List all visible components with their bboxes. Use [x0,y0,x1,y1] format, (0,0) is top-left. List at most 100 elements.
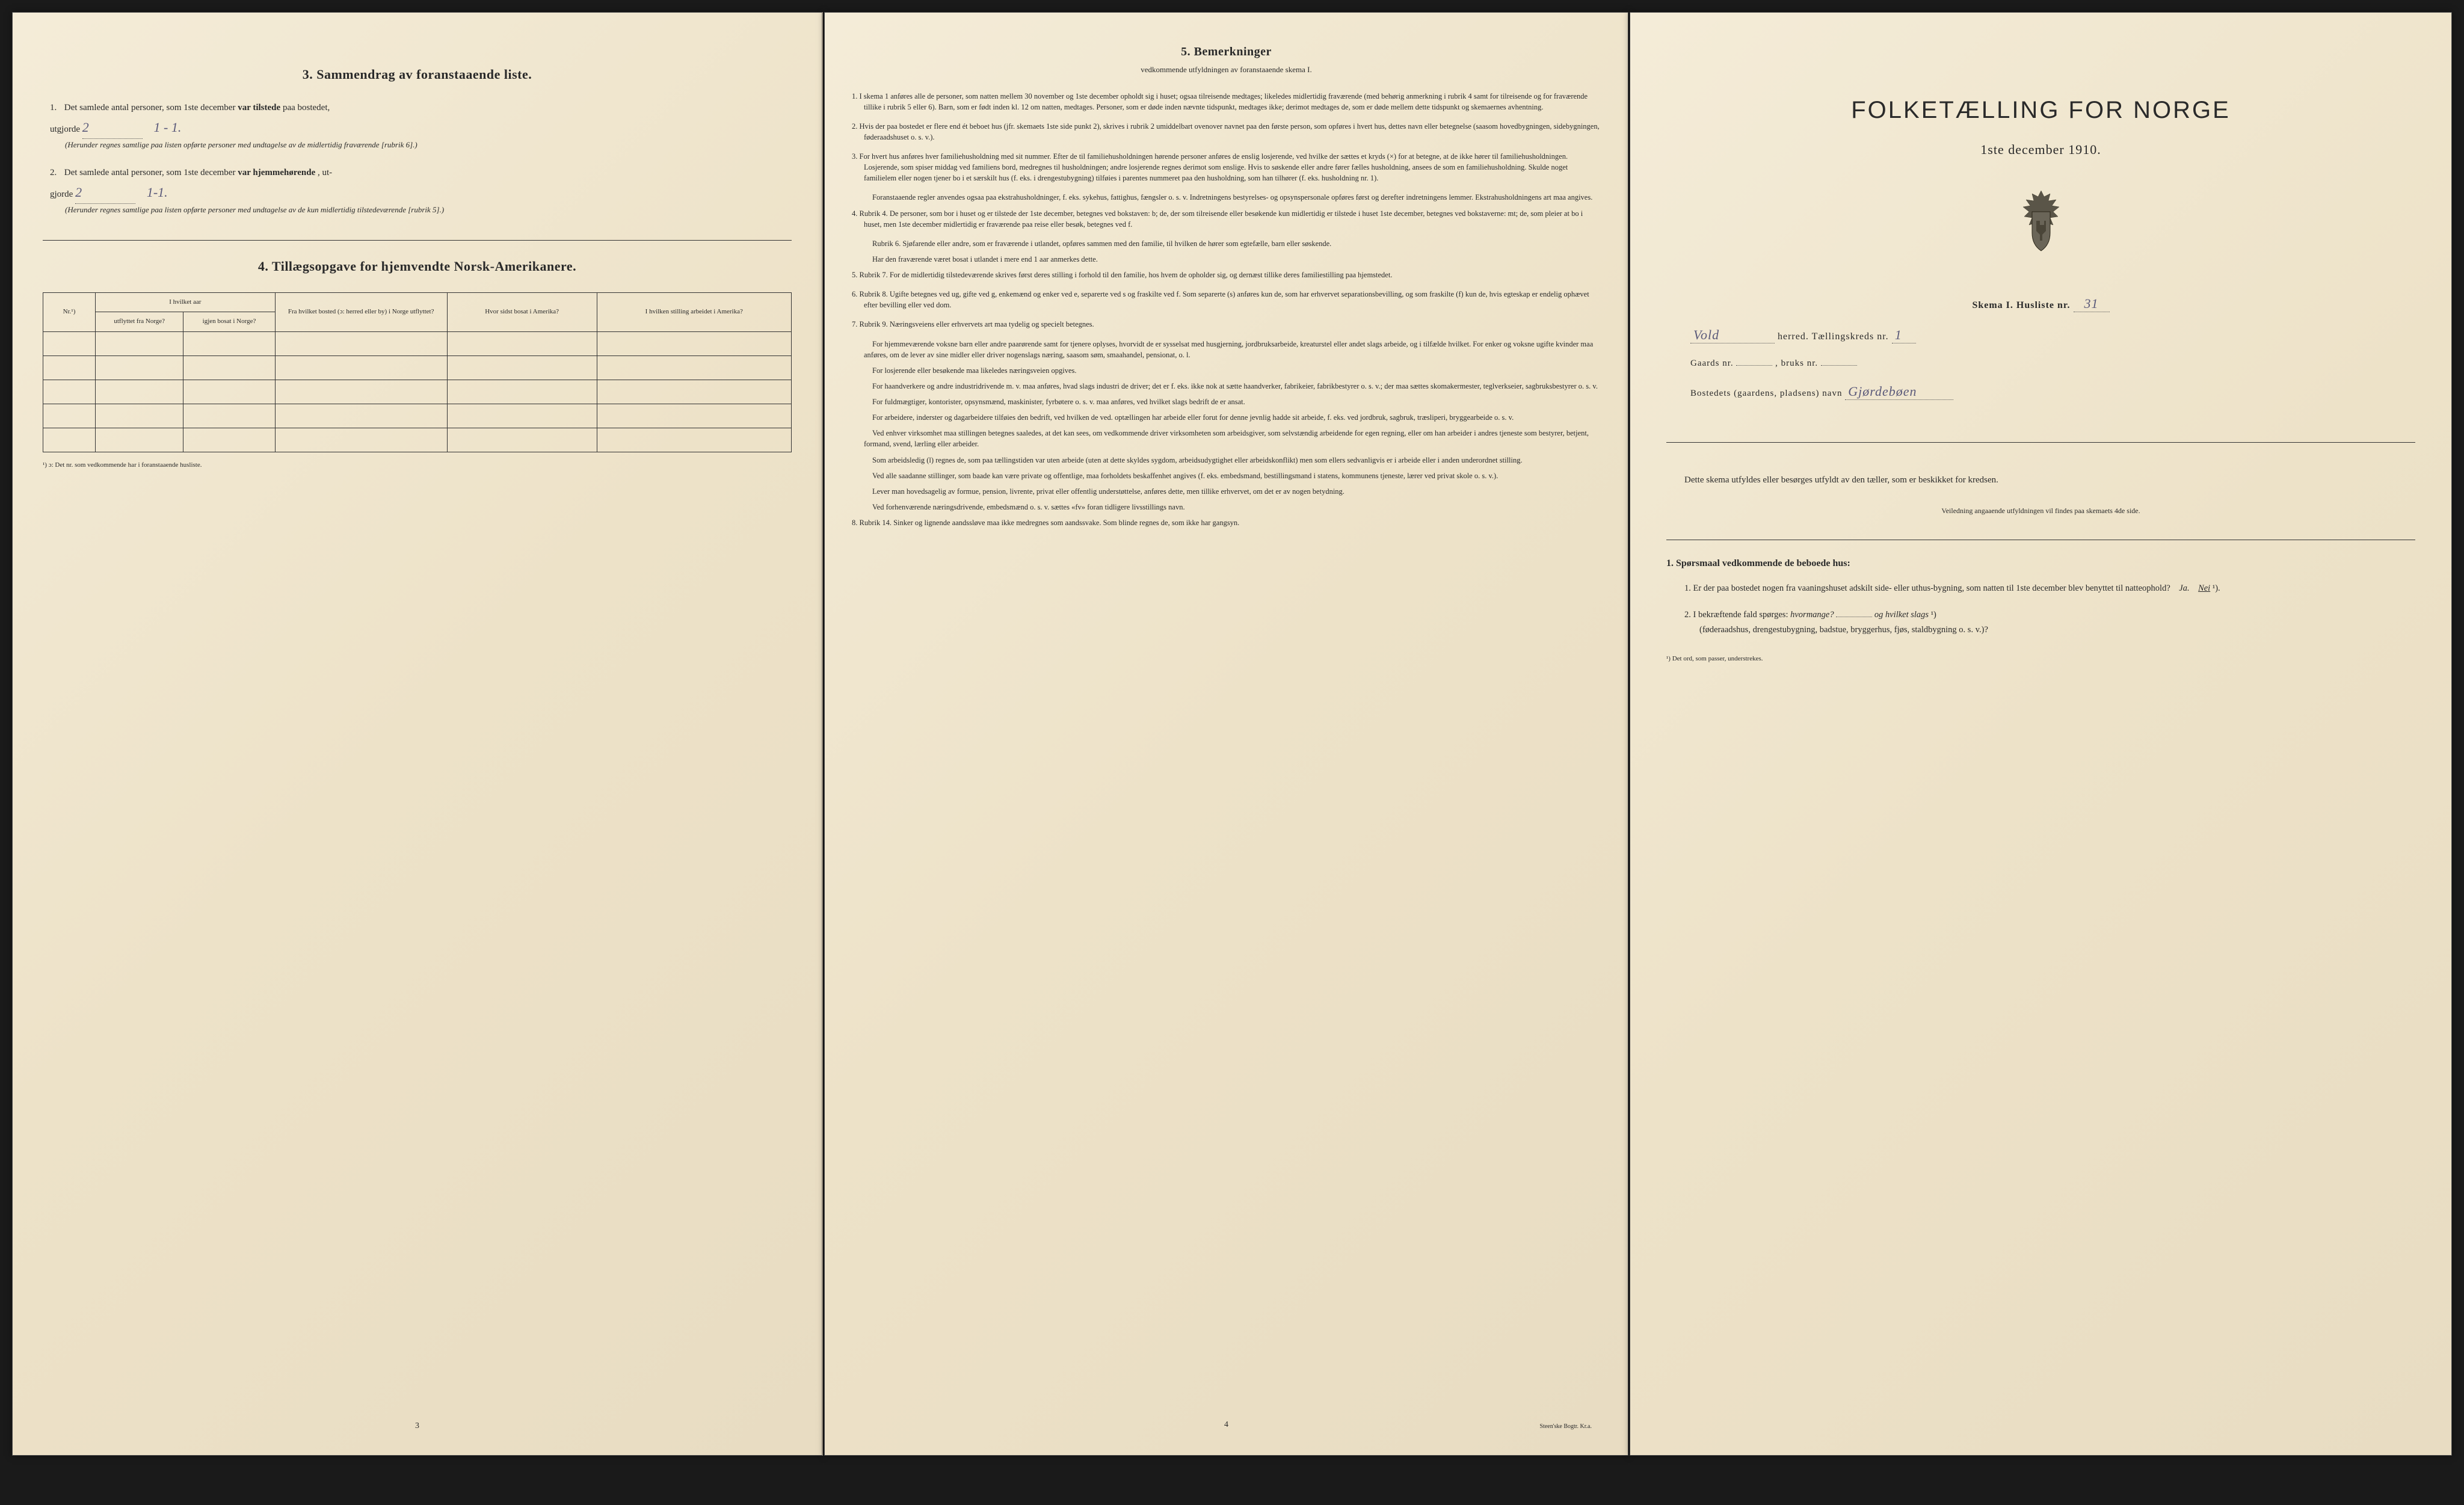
item2-text-a: Det samlede antal personer, som 1ste dec… [64,168,238,177]
q1-text: Er der paa bostedet nogen fra vaaningshu… [1693,583,2170,593]
kreds-value: 1 [1892,327,1916,343]
table-row [43,404,792,428]
table-row [43,428,792,452]
herred-line: Vold herred. Tællingskreds nr. 1 [1690,327,2415,343]
remark-item: Har den fraværende været bosat i utlande… [864,254,1601,265]
q1-ja: Ja. [2179,583,2189,593]
item2-value: 2 [75,181,135,204]
remarks-list: 1. I skema 1 anføres alle de personer, s… [852,91,1601,529]
herred-label: herred. Tællingskreds nr. [1778,331,1889,342]
remark-item: 3. For hvert hus anføres hver familiehus… [852,151,1601,183]
item1-num: 1. [50,100,62,116]
item1-utgjorde: utgjorde [50,125,80,134]
item1-subvalue: 1 - 1. [154,120,182,135]
summary-item-2: 2. Det samlede antal personer, som 1ste … [43,165,792,215]
gaards-value [1736,365,1772,366]
page-title: FOLKETÆLLING FOR NORGE 1ste december 191… [1630,12,2452,1456]
remark-item: For hjemmeværende voksne barn eller andr… [864,339,1601,360]
summary-item-1: 1. Det samlede antal personer, som 1ste … [43,100,792,150]
page-number-4: 4 [1224,1418,1228,1431]
remark-item: Som arbeidsledig (l) regnes de, som paa … [864,455,1601,466]
main-title: FOLKETÆLLING FOR NORGE [1666,97,2415,124]
section-3-title: 3. Sammendrag av foranstaaende liste. [43,67,792,82]
description: Dette skema utfyldes eller besørges utfy… [1666,473,2415,488]
section-5-subtitle: vedkommende utfyldningen av foranstaaend… [852,64,1601,76]
question-1: 1. Er der paa bostedet nogen fra vaaning… [1684,581,2415,596]
remark-item: For losjerende eller besøkende maa likel… [864,365,1601,376]
item2-note: (Herunder regnes samtlige paa listen opf… [65,204,792,216]
question-2: 2. I bekræftende fald spørges: hvormange… [1684,608,2415,637]
skema-value: 31 [2074,296,2110,312]
table-row [43,331,792,355]
skema-line: Skema I. Husliste nr. 31 [1666,296,2415,312]
bosted-label: Bostedets (gaardens, pladsens) navn [1690,389,1842,398]
q2-text-a: I bekræftende fald spørges: [1693,610,1791,620]
remark-item: For fuldmægtiger, kontorister, opsynsmæn… [864,396,1601,407]
th-col2: igjen bosat i Norge? [183,312,275,331]
item2-gjorde: gjorde [50,189,73,199]
page-number-3: 3 [415,1421,419,1431]
q2-text-d: (føderaadshus, drengestubygning, badstue… [1699,625,1988,635]
th-col3: Fra hvilket bosted (ɔ: herred eller by) … [275,292,447,331]
remark-item: Ved alle saadanne stillinger, som baade … [864,470,1601,481]
document-container: 3. Sammendrag av foranstaaende liste. 1.… [12,12,2452,1456]
item1-text-b: var tilstede [238,103,280,112]
bruks-label: , bruks nr. [1775,359,1818,368]
table-row [43,380,792,404]
remark-item: 6. Rubrik 8. Ugifte betegnes ved ug, gif… [852,289,1601,310]
remark-item: For haandverkere og andre industridriven… [864,381,1601,392]
herred-value: Vold [1690,327,1775,343]
footnote-right: ¹) Det ord, som passer, understrekes. [1666,655,2415,662]
item1-note: (Herunder regnes samtlige paa listen opf… [65,139,792,151]
q2-sup: ¹) [1931,610,1936,620]
item1-text-a: Det samlede antal personer, som 1ste dec… [64,103,238,112]
th-col4: Hvor sidst bosat i Amerika? [447,292,597,331]
questions-title: 1. Spørsmaal vedkommende de beboede hus: [1666,558,2415,569]
divider [43,240,792,241]
remark-item: Ved enhver virksomhet maa stillingen bet… [864,428,1601,449]
coat-of-arms-icon [2011,188,2071,260]
remark-item: 2. Hvis der paa bostedet er flere end ét… [852,121,1601,143]
q2-num: 2. [1684,610,1691,620]
q1-sup: ¹). [2213,583,2220,593]
printer-mark: Steen'ske Bogtr. Kr.a. [1539,1422,1592,1431]
remark-item: For arbeidere, inderster og dagarbeidere… [864,412,1601,423]
th-col1: utflyttet fra Norge? [96,312,183,331]
th-nr: Nr.¹) [43,292,96,331]
bosted-line: Bostedets (gaardens, pladsens) navn Gjør… [1690,384,2415,400]
remark-item: Foranstaaende regler anvendes ogsaa paa … [864,192,1601,203]
divider-right [1666,442,2415,443]
page-4: 5. Bemerkninger vedkommende utfyldningen… [824,12,1628,1456]
page-3: 3. Sammendrag av foranstaaende liste. 1.… [12,12,823,1456]
q2-text-c: og hvilket slags [1874,610,1929,620]
item2-text-c: , ut- [318,168,332,177]
addendum-table: Nr.¹) I hvilket aar Fra hvilket bosted (… [43,292,792,452]
q1-num: 1. [1684,583,1691,593]
section4-footnote: ¹) ɔ: Det nr. som vedkommende har i fora… [43,461,792,469]
main-date: 1ste december 1910. [1666,142,2415,158]
veiledning: Veiledning angaaende utfyldningen vil fi… [1666,506,2415,516]
bosted-value: Gjørdebøen [1845,384,1953,400]
item2-text-b: var hjemmehørende [238,168,315,177]
item2-subvalue: 1-1. [147,185,168,200]
table-row [43,355,792,380]
gaards-label: Gaards nr. [1690,359,1734,368]
remark-item: 8. Rubrik 14. Sinker og lignende aandssl… [852,517,1601,528]
remark-item: 5. Rubrik 7. For de midlertidig tilstede… [852,269,1601,280]
remark-item: 4. Rubrik 4. De personer, som bor i huse… [852,208,1601,230]
section-4-title: 4. Tillægsopgave for hjemvendte Norsk-Am… [43,259,792,274]
item1-value: 2 [82,116,143,139]
remark-item: 7. Rubrik 9. Næringsveiens eller erhverv… [852,319,1601,330]
skema-label: Skema I. Husliste nr. [1972,300,2070,310]
remark-item: 1. I skema 1 anføres alle de personer, s… [852,91,1601,112]
bruks-value [1821,365,1857,366]
section-5-title: 5. Bemerkninger [852,43,1601,61]
q2-text-b: hvormange? [1790,610,1834,620]
remark-item: Ved forhenværende næringsdrivende, embed… [864,502,1601,512]
gaards-line: Gaards nr. , bruks nr. [1690,359,2415,369]
remark-item: Rubrik 6. Sjøfarende eller andre, som er… [864,238,1601,249]
item2-num: 2. [50,165,62,181]
item1-text-c: paa bostedet, [283,103,330,112]
th-col5: I hvilken stilling arbeidet i Amerika? [597,292,791,331]
q1-nei: Nei [2198,583,2210,593]
